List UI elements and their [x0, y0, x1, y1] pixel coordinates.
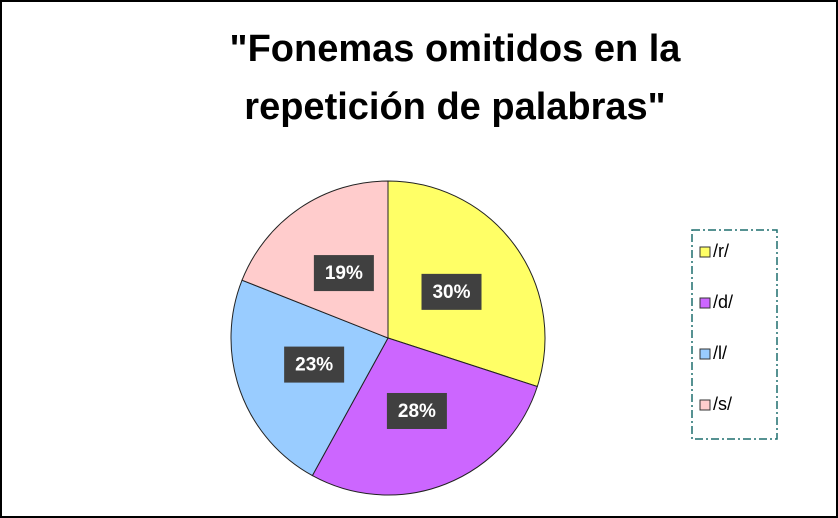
legend-label: /s/: [713, 394, 732, 414]
data-label: 28%: [398, 401, 436, 422]
data-label: 19%: [325, 263, 363, 284]
legend-label: /r/: [713, 241, 729, 261]
legend-swatch: [699, 348, 711, 360]
data-label-box: [284, 346, 345, 383]
legend-swatch: [699, 297, 711, 309]
data-label: 23%: [295, 355, 333, 376]
data-label: 30%: [432, 282, 470, 303]
legend-label: /l/: [713, 343, 727, 363]
data-label-box: [421, 273, 482, 310]
legend-box: [691, 229, 778, 440]
chart-title: "Fonemas omitidos en la repetición de pa…: [229, 28, 681, 128]
legend-swatch: [699, 246, 711, 258]
data-label-box: [313, 255, 374, 292]
legend-label: /d/: [713, 292, 733, 312]
legend-swatch: [699, 399, 711, 411]
data-label-box: [386, 392, 447, 429]
